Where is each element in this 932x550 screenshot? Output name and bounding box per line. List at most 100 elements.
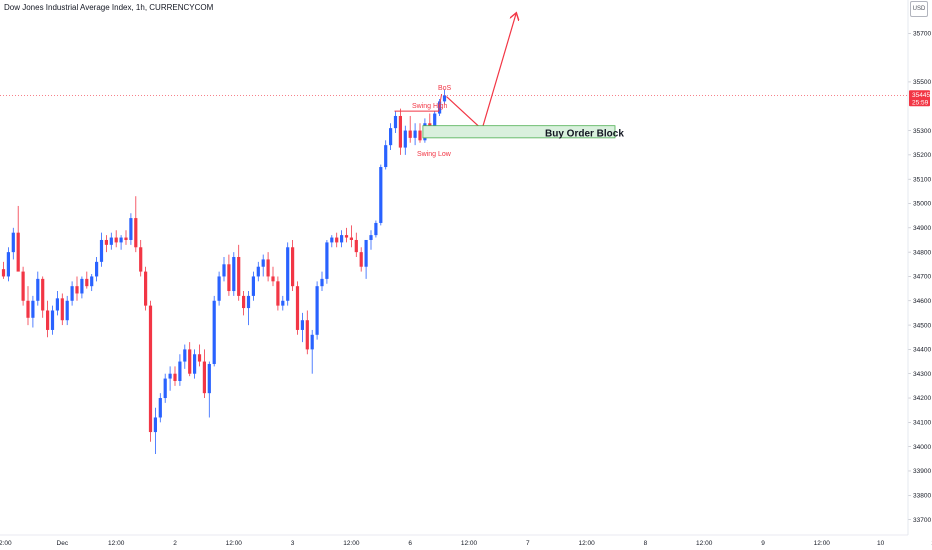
x-tick-label: 12:00 <box>461 540 478 547</box>
candle-body <box>227 264 231 292</box>
y-tick-label: 34900 <box>913 225 931 232</box>
y-tick-label: 33900 <box>913 468 931 475</box>
candle-body <box>384 145 388 168</box>
candle <box>197 344 202 367</box>
candle-body <box>442 95 447 102</box>
x-tick-label: 9 <box>761 540 765 547</box>
x-tick-label: 2 <box>173 540 177 547</box>
candle <box>6 247 10 282</box>
candle <box>359 247 363 272</box>
candle <box>173 366 177 386</box>
candle-body <box>266 259 270 277</box>
candle <box>295 281 300 335</box>
candle <box>90 274 94 292</box>
candle-body <box>369 235 373 240</box>
candle <box>212 295 216 367</box>
candle-body <box>281 300 285 306</box>
currency-badge[interactable]: USD <box>910 1 928 17</box>
candle <box>41 276 45 318</box>
candle-body <box>261 259 265 267</box>
candle-body <box>60 298 64 321</box>
candle <box>16 205 20 272</box>
candle-body <box>124 237 128 240</box>
candle <box>109 232 113 250</box>
candle-body <box>291 247 295 287</box>
candle <box>188 342 192 377</box>
candle <box>178 354 182 386</box>
candle <box>261 254 265 277</box>
candle-body <box>232 256 236 292</box>
candle <box>36 271 40 306</box>
candle-body <box>349 237 353 240</box>
candle <box>75 276 79 301</box>
y-tick-label: 33700 <box>913 517 931 524</box>
y-tick-label: 35000 <box>913 201 931 208</box>
y-tick-label: 34200 <box>913 395 931 402</box>
candle-body <box>134 218 138 248</box>
y-tick-label: 34400 <box>913 347 931 354</box>
candle <box>163 373 167 403</box>
candle <box>384 140 388 170</box>
candle-body <box>85 278 89 287</box>
candle <box>202 349 206 399</box>
candle-body <box>335 237 339 243</box>
candle <box>276 276 280 311</box>
candle <box>256 261 260 282</box>
y-tick-label: 33800 <box>913 492 931 499</box>
candle <box>60 293 64 326</box>
candle-body <box>16 232 20 272</box>
candle-body <box>320 278 324 287</box>
candle-body <box>153 417 157 433</box>
candle-body <box>237 256 241 296</box>
candle-body <box>193 354 197 374</box>
x-tick-label: 12:00 <box>0 540 12 547</box>
candle-body <box>276 281 280 306</box>
candle <box>183 344 187 369</box>
x-tick-label: 3 <box>291 540 295 547</box>
candle-body <box>183 349 187 362</box>
candle <box>11 227 15 260</box>
candle-body <box>188 349 192 374</box>
y-tick-label: 35200 <box>913 152 931 159</box>
order-block-label: Buy Order Block <box>545 128 624 139</box>
time-axis[interactable]: 12:00 Dec 12:00 2 12:00 3 12:00 6 12:00 7 12:00 8 12… <box>0 534 932 547</box>
candle-body <box>114 237 118 243</box>
candle <box>1 261 6 279</box>
candle <box>46 300 50 338</box>
candle <box>104 235 108 253</box>
candle-body <box>36 278 40 301</box>
candle-body <box>129 218 133 240</box>
candle <box>315 281 319 340</box>
candle <box>305 310 309 355</box>
y-tick-label: 35700 <box>913 31 931 38</box>
candle-body <box>295 286 300 330</box>
x-tick-label: 12:00 <box>696 540 713 547</box>
candle <box>251 271 255 301</box>
chart-title: Dow Jones Industrial Average Index, 1h, … <box>4 3 214 12</box>
candle-body <box>168 373 172 379</box>
candle <box>114 230 118 248</box>
price-axis[interactable]: 35700 35500 35300 35200 35100 35000 34900 34800… <box>907 0 931 535</box>
candle-body <box>139 247 143 272</box>
candle <box>408 115 412 143</box>
candle <box>442 89 447 104</box>
candle-body <box>65 300 69 321</box>
candle <box>119 235 123 250</box>
candle <box>55 291 59 316</box>
bar-countdown: 25:59 <box>912 99 929 106</box>
candle <box>418 123 422 143</box>
candle-body <box>310 334 314 350</box>
candle-body <box>109 237 113 245</box>
candle-body <box>222 264 226 277</box>
annotation-layer: Buy Order Block BoS Swing High Swing Low <box>394 14 624 158</box>
y-tick-label: 34600 <box>913 298 931 305</box>
candle <box>99 232 104 267</box>
candle <box>50 305 55 335</box>
candle <box>144 266 148 311</box>
candle-body <box>144 271 148 306</box>
candle <box>374 220 378 238</box>
candle <box>340 230 344 248</box>
candle-body <box>119 237 123 243</box>
x-tick-label: 7 <box>526 540 530 547</box>
